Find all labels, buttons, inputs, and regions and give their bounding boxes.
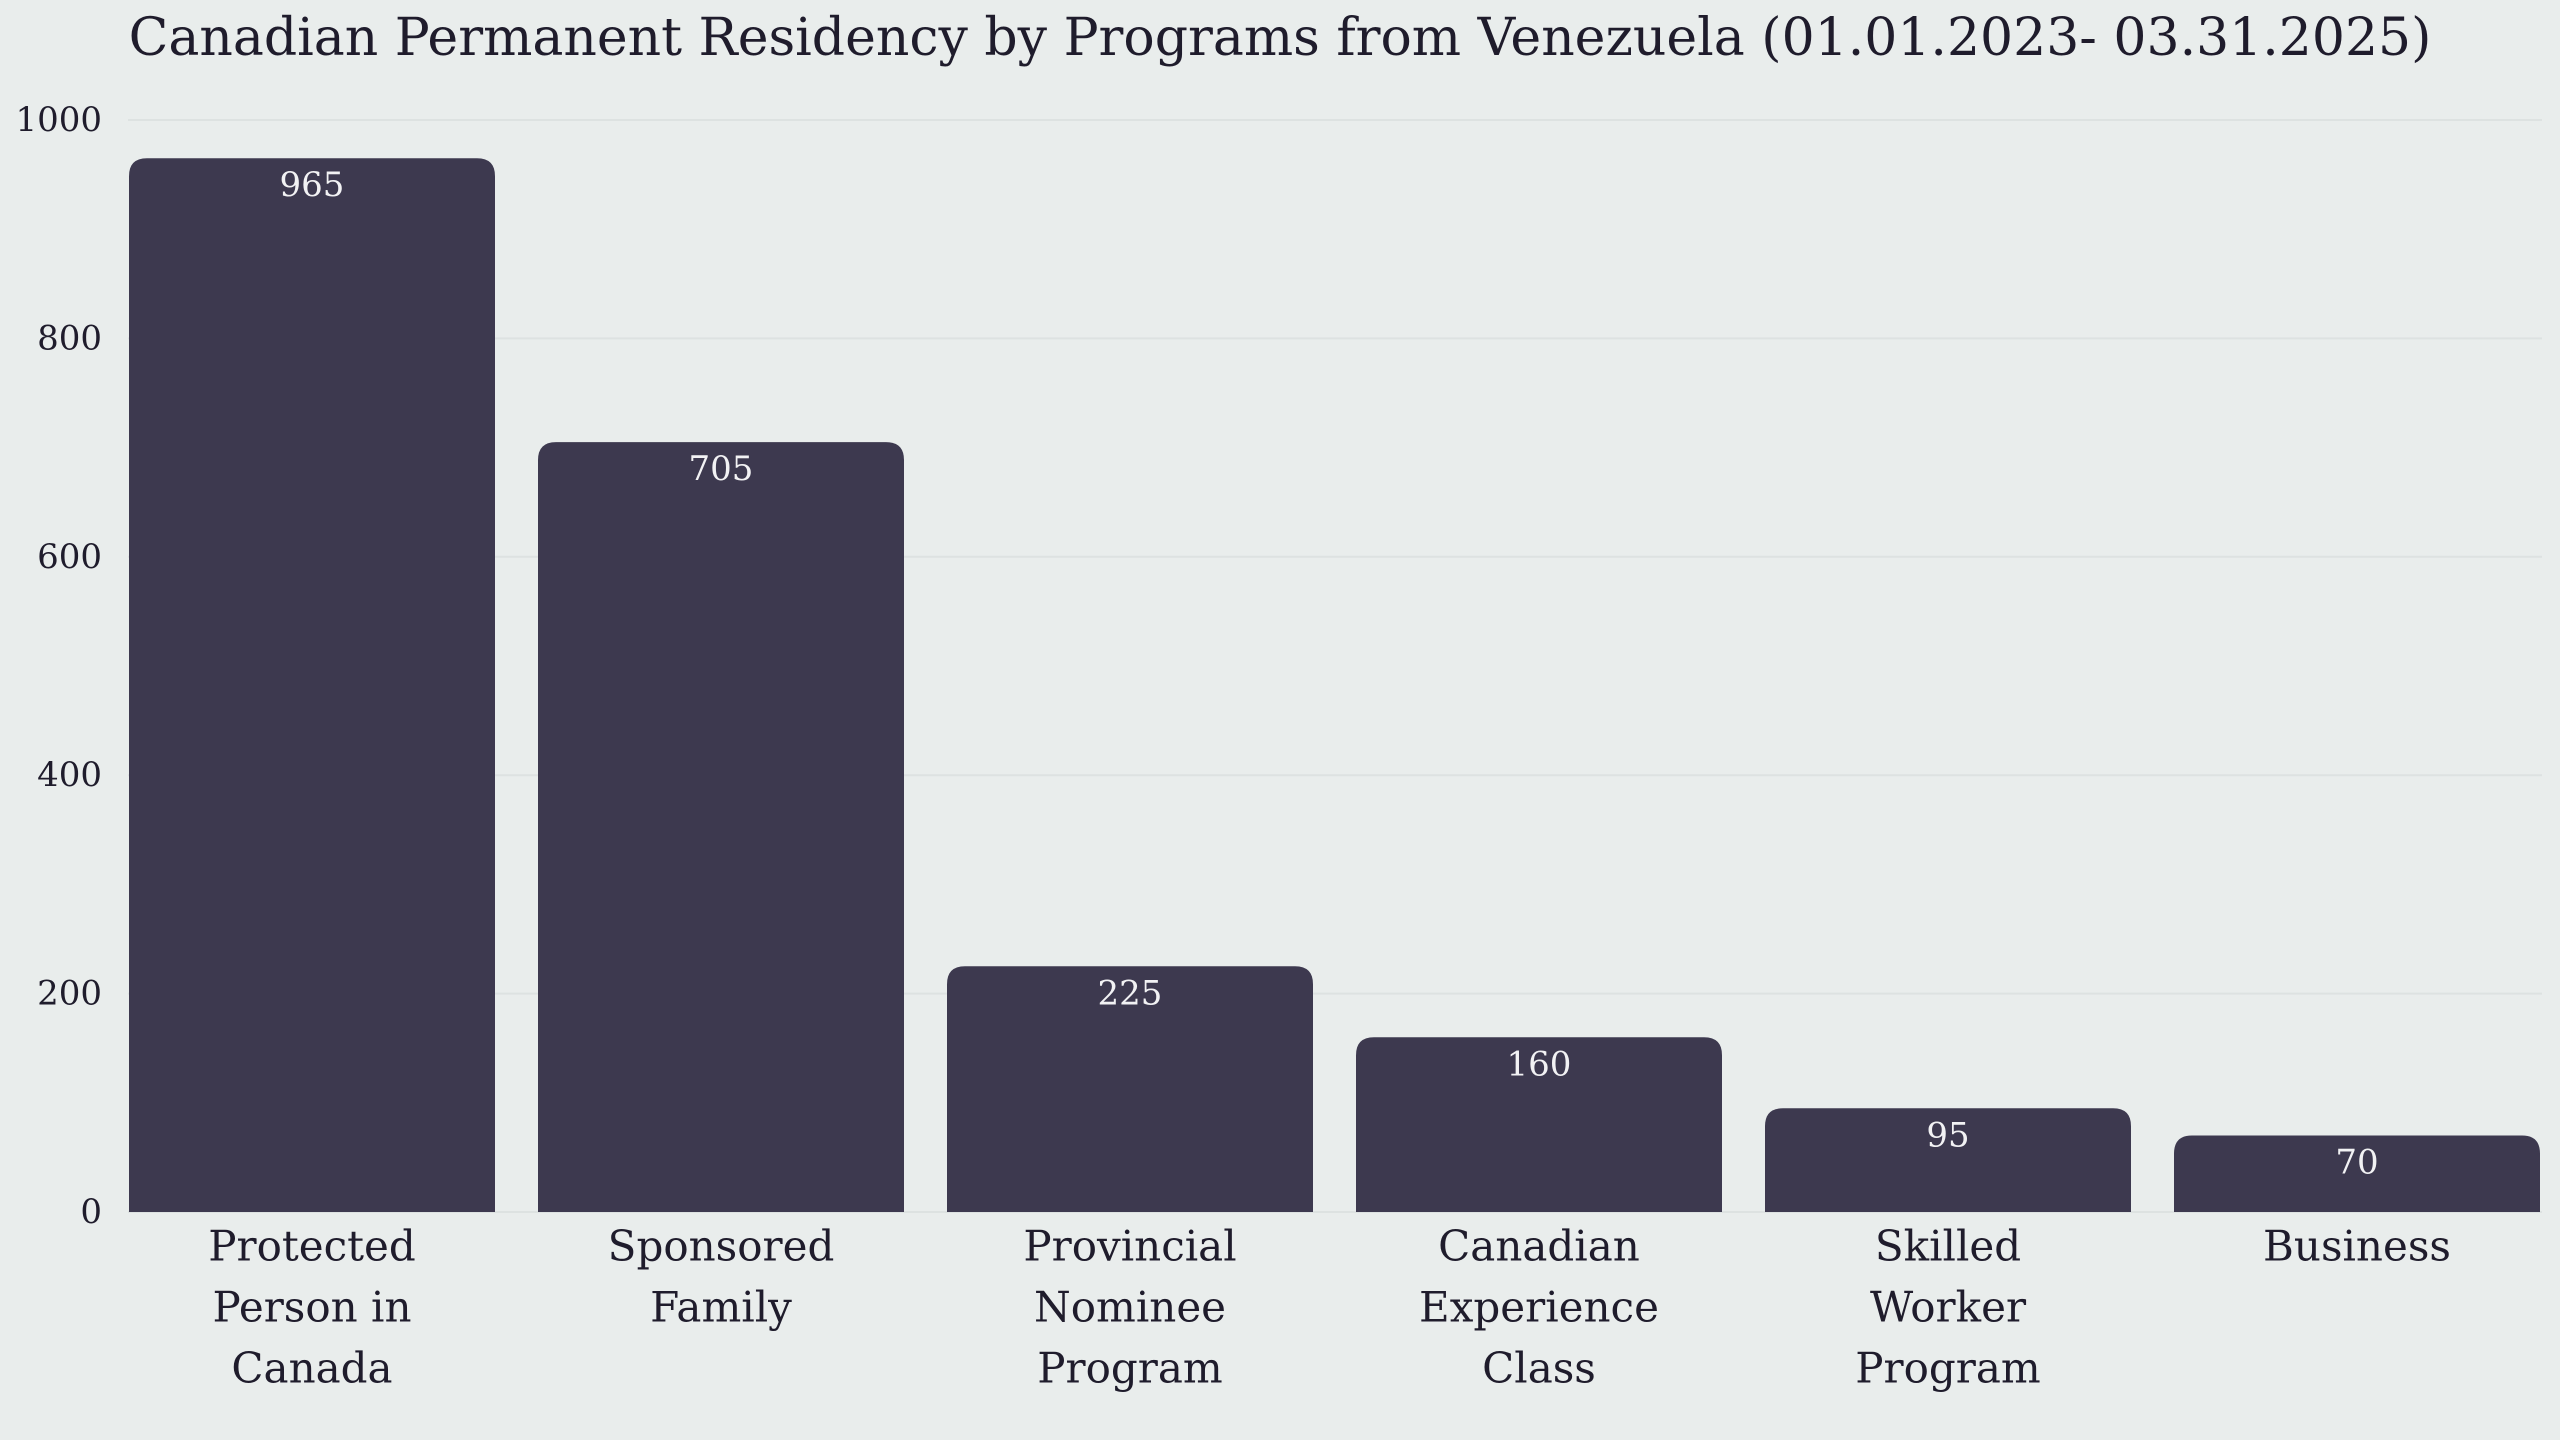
y-tick-label: 400 xyxy=(37,755,102,795)
y-axis-ticks: 0 200 400 600 800 1000 xyxy=(15,100,102,1232)
bar xyxy=(2174,1135,2540,1212)
x-tick-label: Skilled xyxy=(1875,1222,2021,1271)
x-tick-label: Person in xyxy=(212,1283,411,1332)
x-tick-label: Worker xyxy=(1870,1283,2027,1332)
x-tick-label: Canada xyxy=(231,1344,392,1393)
bar xyxy=(1765,1108,2131,1212)
x-tick-label: Experience xyxy=(1419,1283,1659,1332)
bars xyxy=(129,158,2540,1213)
y-tick-label: 1000 xyxy=(15,100,102,140)
bar-value-label: 225 xyxy=(1098,973,1163,1013)
y-tick-label: 800 xyxy=(37,318,102,358)
bar xyxy=(538,442,904,1212)
x-tick-label: Family xyxy=(650,1283,792,1332)
x-tick-label: Program xyxy=(1037,1344,1222,1393)
bar-value-label: 705 xyxy=(689,449,754,489)
x-tick-label: Protected xyxy=(208,1222,416,1271)
bar xyxy=(129,158,495,1213)
bar-value-label: 965 xyxy=(280,165,345,205)
bar-value-label: 70 xyxy=(2335,1143,2378,1183)
bar xyxy=(1356,1037,1722,1212)
x-tick-label: Business xyxy=(2263,1222,2451,1271)
y-tick-label: 0 xyxy=(80,1192,102,1232)
chart-title: Canadian Permanent Residency by Programs… xyxy=(128,8,2432,68)
bar-value-label: 160 xyxy=(1507,1044,1572,1084)
bar-value-labels: 965 705 225 160 95 70 xyxy=(280,165,2379,1182)
gridlines xyxy=(128,119,2542,1213)
bar-value-label: 95 xyxy=(1926,1115,1969,1155)
y-tick-label: 600 xyxy=(37,537,102,577)
y-tick-label: 200 xyxy=(37,974,102,1014)
bar xyxy=(947,966,1313,1212)
x-tick-label: Sponsored xyxy=(608,1222,835,1271)
x-tick-label: Program xyxy=(1855,1344,2040,1393)
x-axis-labels: Protected Person in Canada Sponsored Family P… xyxy=(208,1222,2451,1393)
x-tick-label: Provincial xyxy=(1023,1222,1236,1271)
x-tick-label: Nominee xyxy=(1034,1283,1226,1332)
x-tick-label: Class xyxy=(1482,1344,1596,1393)
x-tick-label: Canadian xyxy=(1438,1222,1640,1271)
